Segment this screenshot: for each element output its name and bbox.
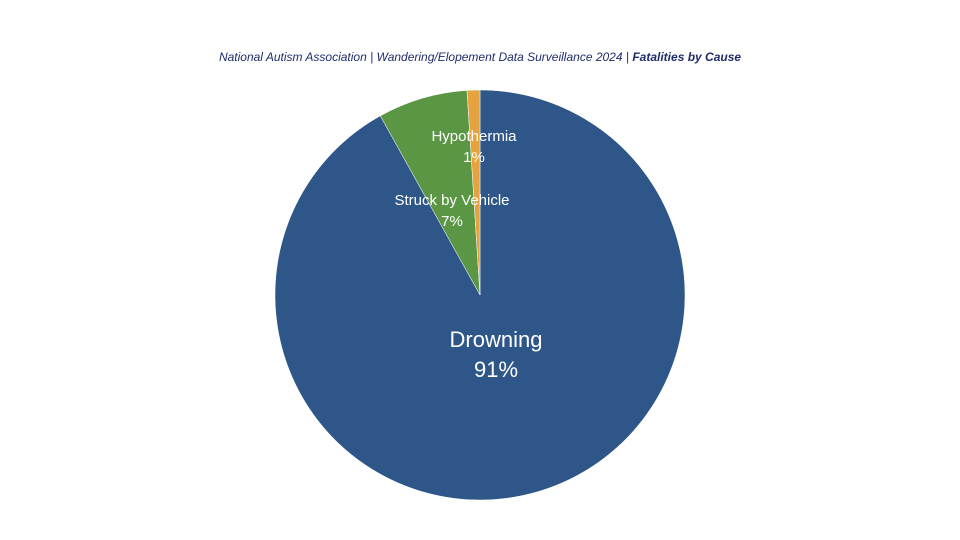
slice-label-struck-by-vehicle: Struck by Vehicle xyxy=(394,192,509,209)
title-separator: | xyxy=(370,50,374,64)
slice-label-hypothermia: Hypothermia xyxy=(431,128,517,145)
pie-labels: Drowning 91% Struck by Vehicle 7% Hypothermi… xyxy=(394,128,542,382)
slice-value-drowning: 91% xyxy=(474,357,518,382)
pie-slice-hypothermia xyxy=(466,89,481,296)
pie-slices xyxy=(274,89,686,501)
slice-value-struck-by-vehicle: 7% xyxy=(441,213,463,230)
slice-value-hypothermia: 1% xyxy=(463,149,485,166)
title-org: National Autism Association xyxy=(218,50,367,64)
slice-label-drowning: Drowning xyxy=(450,327,543,352)
title-separator: | xyxy=(625,50,629,64)
title-report: Wandering/Elopement Data Surveillance 20… xyxy=(376,50,623,64)
title-topic: Fatalities by Cause xyxy=(632,50,742,64)
chart-title: National Autism Association | Wandering/… xyxy=(0,50,960,64)
